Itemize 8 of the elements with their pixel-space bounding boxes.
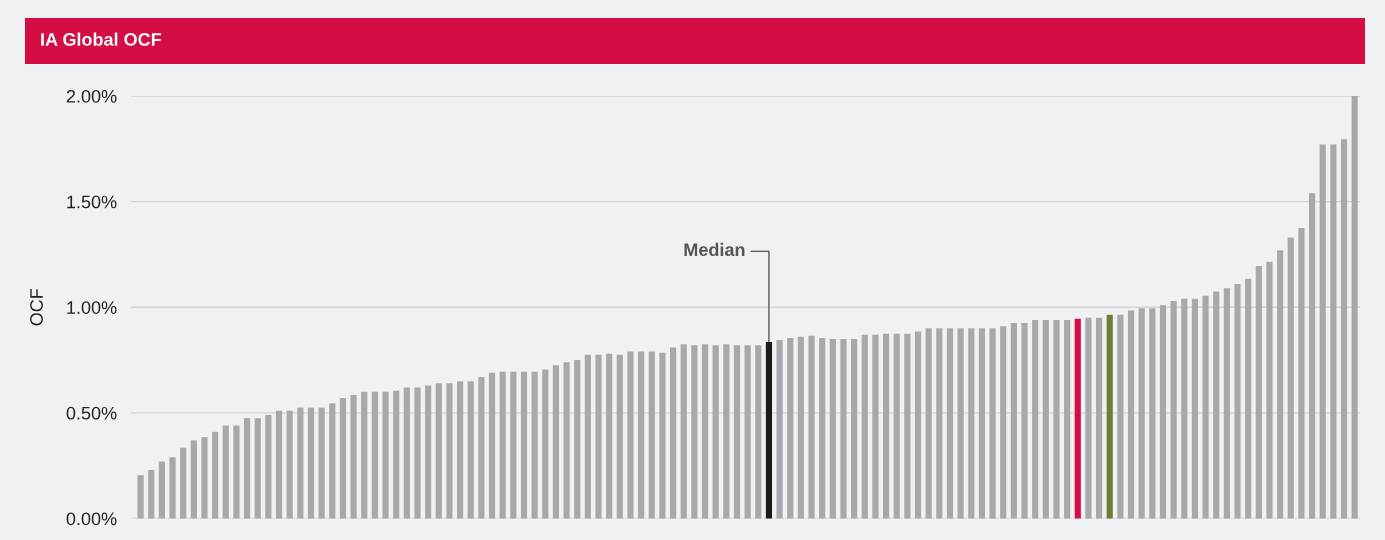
y-axis-title: OCF — [30, 288, 43, 326]
chart-title: IA Global OCF — [41, 32, 162, 46]
y-tick-label: 1.00% — [67, 301, 117, 314]
y-tick-label: 0.00% — [66, 512, 117, 526]
annotation: Median — [684, 242, 745, 257]
y-tick-label: 2.00% — [66, 89, 117, 103]
y-tick-label: 0.50% — [66, 406, 117, 420]
y-tick-label: 1.50% — [67, 195, 117, 209]
